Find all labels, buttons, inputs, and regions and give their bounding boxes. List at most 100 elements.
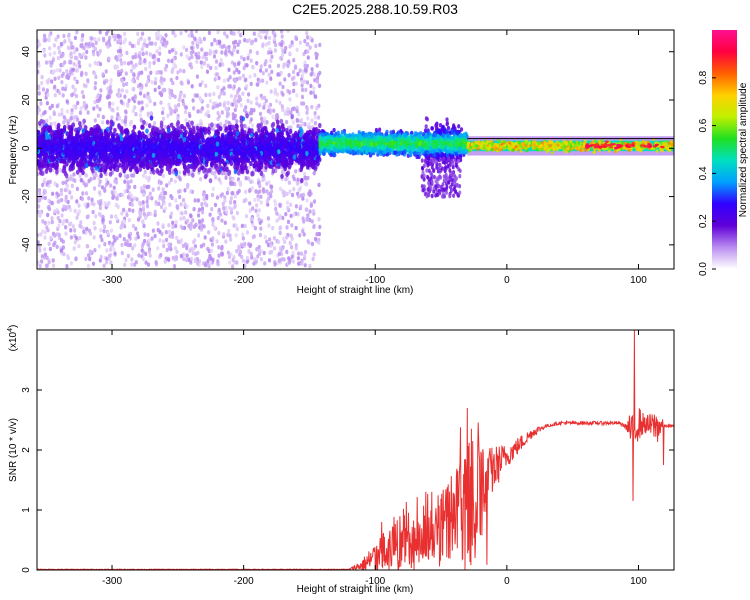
spectrogram-cell <box>227 228 231 234</box>
spectrogram-cell <box>199 244 203 249</box>
spectrogram-cell <box>177 97 181 103</box>
spectrogram-cell <box>71 122 75 128</box>
spectrogram-cell <box>110 115 114 120</box>
spectrogram-cell <box>105 260 109 265</box>
spectrogram-cell <box>113 251 117 256</box>
spectrogram-cell <box>37 240 40 245</box>
spectrogram-cell <box>65 69 69 74</box>
spectrogram-cell <box>318 224 322 230</box>
spectrogram-cell <box>129 179 133 184</box>
spectrogram-cell <box>195 59 199 64</box>
spectrogram-cell <box>72 246 76 251</box>
spectrogram-cell <box>106 126 110 132</box>
spectrogram-cell <box>78 110 82 116</box>
spectrogram-cell <box>219 121 223 127</box>
spectrogram-cell <box>200 64 204 70</box>
spectrogram-cell <box>70 92 74 98</box>
spectrogram-cell <box>317 217 321 222</box>
spectrogram-cell <box>64 194 68 200</box>
spectrogram-cell <box>148 191 152 196</box>
spectrogram-cell <box>119 99 123 104</box>
spectrogram-cell <box>73 87 77 93</box>
spectrogram-cell <box>58 50 62 55</box>
spectrogram-cell <box>219 58 223 63</box>
spectrogram-cell <box>318 83 322 89</box>
spectrogram-cell <box>292 69 296 75</box>
spectrogram-cell <box>217 114 221 119</box>
spectrogram-cell <box>315 76 320 81</box>
spectrogram-cell <box>58 68 62 73</box>
spectrogram-cell <box>97 244 101 249</box>
spectrogram-cell <box>113 37 117 42</box>
spectrogram-cell <box>158 91 162 96</box>
spectrogram-cell <box>292 88 296 94</box>
spectrogram-cell <box>210 207 214 212</box>
spectrogram-cell <box>247 165 251 170</box>
spectrogram-cell <box>267 180 271 185</box>
spectrogram-cell <box>172 264 177 269</box>
spectrogram-cell <box>220 252 224 257</box>
spectrogram-cell <box>78 173 82 178</box>
spectrogram-cell <box>69 41 73 46</box>
spectrogram-cell <box>37 91 41 96</box>
spectrogram-cell <box>308 263 312 269</box>
spectrogram-cell <box>291 250 295 255</box>
spectrogram-cell <box>185 253 189 258</box>
spectrogram-cell <box>167 245 172 251</box>
spectrogram-cell <box>131 223 135 229</box>
spectrogram-cell <box>297 251 301 256</box>
spectrogram-cell <box>131 108 135 114</box>
spectrogram-cell <box>97 211 101 217</box>
spectrogram-cell <box>147 195 151 200</box>
spectrogram-cell <box>131 96 135 101</box>
spectrogram-cell <box>76 100 80 106</box>
spectrogram-cell <box>286 106 290 112</box>
spectrogram-cell <box>142 192 146 197</box>
spectrogram-cell <box>309 83 313 89</box>
spectrogram-cell <box>196 198 200 203</box>
spectrogram-cell <box>79 54 83 59</box>
spectrogram-cell <box>157 186 161 191</box>
spectrogram-cell <box>265 199 269 204</box>
spectrogram-cell <box>143 38 147 43</box>
spectrogram-cell <box>192 207 196 212</box>
spectrogram-cell <box>199 177 203 182</box>
spectrogram-cell <box>210 248 214 253</box>
spectrogram-cell <box>290 40 294 45</box>
spectrogram-cell <box>229 207 234 212</box>
spectrogram-cell <box>235 210 239 216</box>
spectrogram-cell <box>60 238 64 243</box>
spectrogram-cell <box>131 43 135 49</box>
spectrogram-cell <box>257 180 261 185</box>
spectrogram-cell <box>123 262 127 268</box>
spectrogram-cell <box>52 242 56 247</box>
spectrogram-cell <box>69 51 73 56</box>
spectrogram-cell <box>124 71 128 76</box>
spectrogram-cell <box>86 78 90 83</box>
spectrogram-cell <box>249 100 253 105</box>
spectrogram-cell <box>174 50 178 56</box>
spectrogram-cell <box>55 244 59 249</box>
spectrogram-cell <box>69 261 73 266</box>
spectrogram-cell <box>39 118 44 124</box>
spectrogram-cell <box>257 208 261 213</box>
spectrogram-cell <box>136 75 140 81</box>
spectrogram-cell <box>308 35 312 41</box>
spectrogram-cell <box>176 70 180 75</box>
spectrogram-cell <box>101 120 105 125</box>
spectrogram-cell <box>229 196 233 201</box>
spectrogram-cell <box>40 74 44 80</box>
spectrogram-cell <box>102 263 106 268</box>
spectrogram-cell <box>59 191 64 197</box>
spectrogram-cell <box>251 206 255 211</box>
spectrogram-cell <box>224 119 228 124</box>
spectrogram-cell <box>83 202 87 207</box>
spectrogram-cell <box>130 262 134 267</box>
spectrogram-cell <box>307 122 311 127</box>
spectrogram-cell <box>191 40 195 46</box>
spectrogram-cell <box>78 235 82 241</box>
spectrogram-cell <box>200 202 204 207</box>
spectrogram-cell <box>133 54 137 60</box>
spectrogram-cell <box>42 177 47 182</box>
spectrogram-cell <box>298 68 302 73</box>
